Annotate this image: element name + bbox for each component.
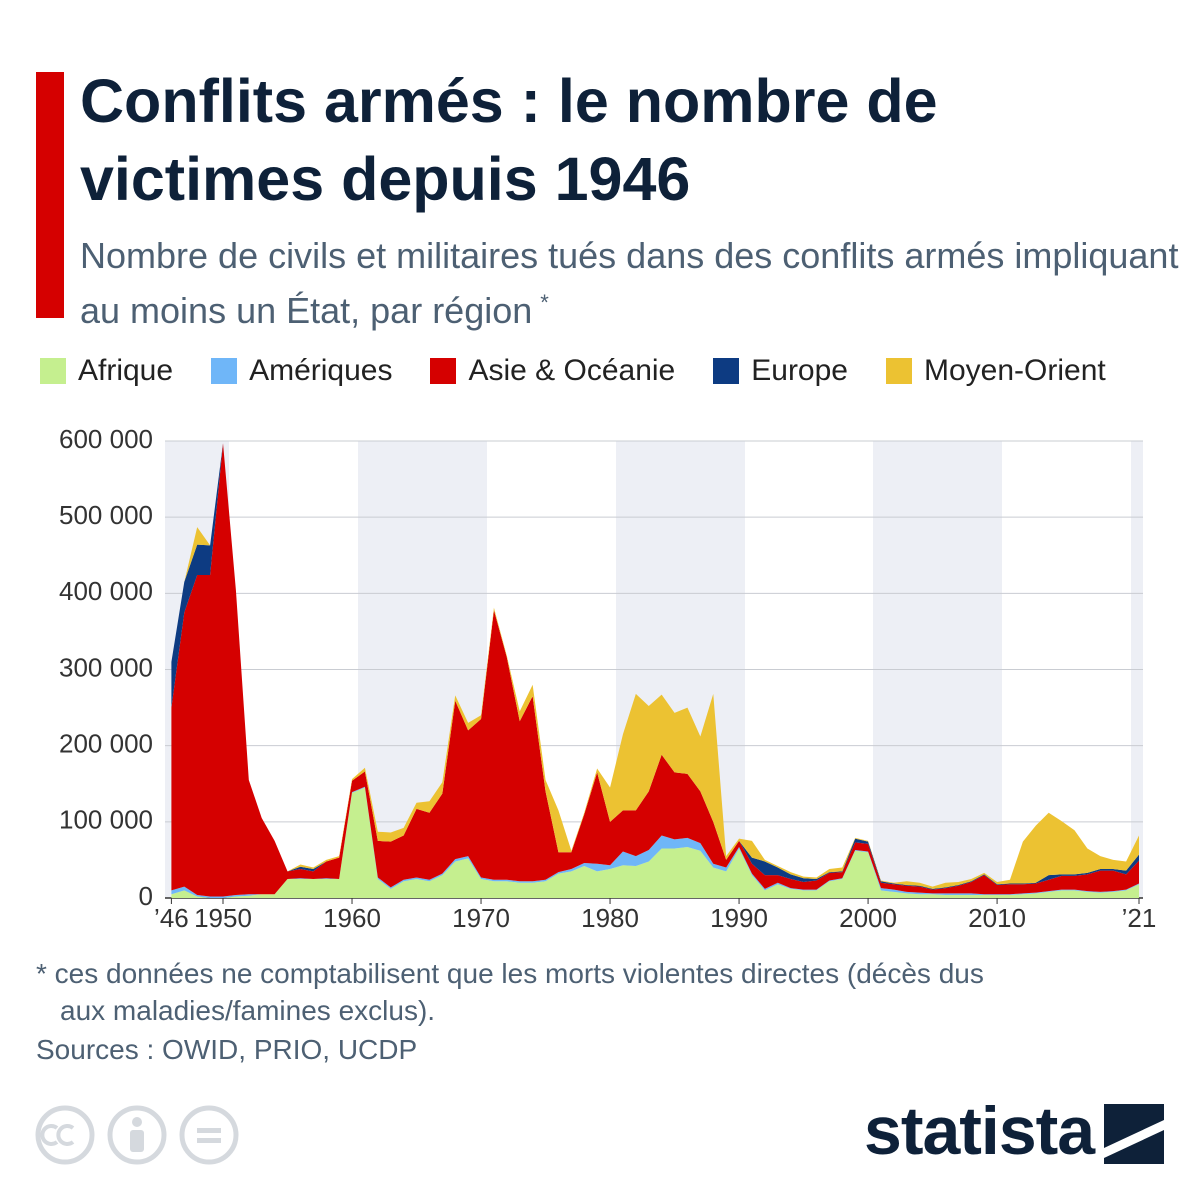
legend-label: Afrique xyxy=(78,354,174,387)
legend-swatch xyxy=(211,358,238,384)
title: Conflits armés : le nombre de victimes d… xyxy=(80,67,938,213)
legend-label: Amériques xyxy=(249,354,393,387)
chart: 0 100 000 200 000 300 000 400 000 500 000 600 … xyxy=(59,424,1157,933)
y-tick-label: 400 000 xyxy=(59,576,153,606)
brand: statista xyxy=(864,1093,1095,1169)
y-tick-label: 0 xyxy=(139,881,153,911)
legend-label: Europe xyxy=(751,354,848,387)
area xyxy=(171,443,1139,889)
legend-item: Moyen-Orient xyxy=(886,354,1106,388)
x-tick-label: 2010 xyxy=(968,903,1026,933)
subtitle-text: Nombre de civils et militaires tués dans… xyxy=(80,235,1179,331)
legend-swatch xyxy=(713,358,740,384)
legend-item: Amériques xyxy=(211,354,392,388)
x-tick-label: 2000 xyxy=(839,903,897,933)
legend-label: Asie & Océanie xyxy=(468,354,676,387)
legend: Afrique Amériques Asie & Océanie Europe Moye… xyxy=(40,354,1144,388)
license-icons xyxy=(35,1105,239,1165)
x-tick-label: 1980 xyxy=(581,903,639,933)
x-tick-label: 1950 xyxy=(194,903,252,933)
legend-swatch xyxy=(886,358,912,384)
y-tick-label: 300 000 xyxy=(59,652,153,682)
x-tick-label: ’21 xyxy=(1122,903,1157,933)
legend-item: Afrique xyxy=(40,354,173,388)
source: Sources : OWID, PRIO, UCDP xyxy=(36,1034,418,1065)
legend-swatch xyxy=(40,358,66,384)
subtitle-note: * xyxy=(540,290,549,315)
footnote: * ces données ne comptabilisent que les … xyxy=(36,958,984,1026)
legend-item: Asie & Océanie xyxy=(430,354,675,388)
legend-item: Europe xyxy=(713,354,848,388)
x-tick-label: 1990 xyxy=(710,903,768,933)
x-tick-label: 1970 xyxy=(452,903,510,933)
y-tick-label: 500 000 xyxy=(59,500,153,530)
legend-label: Moyen-Orient xyxy=(924,354,1106,387)
legend-swatch xyxy=(430,358,457,384)
brand-icon xyxy=(1104,1104,1164,1164)
y-tick-label: 200 000 xyxy=(59,729,153,759)
x-tick-label: 1960 xyxy=(323,903,381,933)
accent-bar xyxy=(36,72,64,318)
area xyxy=(171,443,1139,897)
x-tick-label: ’46 xyxy=(154,903,189,933)
area xyxy=(171,787,1139,898)
y-tick-label: 100 000 xyxy=(59,805,153,835)
subtitle: Nombre de civils et militaires tués dans… xyxy=(80,232,1180,334)
y-tick-label: 600 000 xyxy=(59,424,153,454)
